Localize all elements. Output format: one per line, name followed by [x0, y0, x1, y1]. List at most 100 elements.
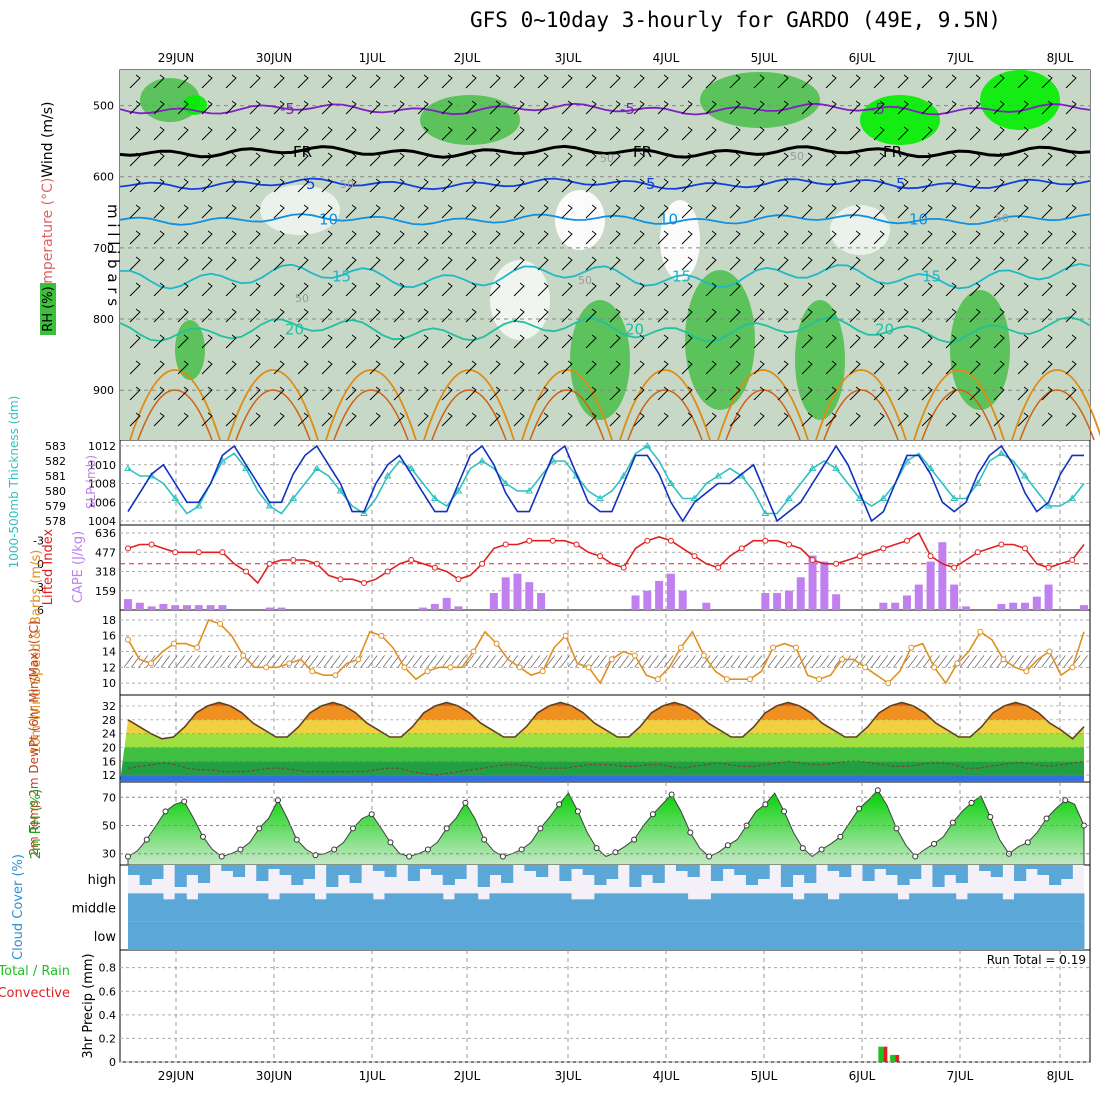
wind-barb	[523, 655, 533, 668]
wind-barb	[897, 178, 909, 193]
wind-barb	[729, 204, 741, 219]
wind-speed-line-point	[171, 640, 178, 647]
cape-bar	[832, 594, 841, 610]
precip-tick-label: 0	[109, 1056, 116, 1069]
wind-barb	[801, 100, 813, 115]
cloud-high	[477, 865, 490, 887]
wind-barb	[177, 308, 189, 323]
cloud-high	[827, 865, 840, 871]
wind-barb	[345, 386, 357, 401]
wind-barb	[489, 334, 501, 349]
wind-barb	[745, 655, 755, 668]
wind-barb	[297, 334, 309, 349]
isotherm-label: 15	[922, 267, 941, 285]
wind-barb	[993, 412, 1005, 427]
wind-barb	[1041, 308, 1053, 323]
wind-barb	[129, 126, 141, 141]
wind-barb	[921, 74, 933, 89]
cloud-low	[897, 921, 910, 950]
wind-barb	[177, 178, 189, 193]
cloud-middle	[699, 899, 712, 922]
wind-barb	[417, 308, 429, 323]
wind-barb	[1041, 178, 1053, 193]
cape-bar	[124, 599, 132, 610]
wind-barb	[649, 655, 659, 668]
rh-axis-label: 2m RH (%)	[29, 789, 44, 860]
cloud-middle	[722, 893, 735, 922]
cloud-middle	[466, 893, 479, 922]
cloud-low	[652, 921, 665, 950]
wind-barb	[201, 308, 213, 323]
cloud-high	[221, 865, 234, 871]
wind-barb	[201, 178, 213, 193]
wind-barb	[297, 74, 309, 89]
wind-barb	[513, 100, 525, 115]
wind-barb	[201, 412, 213, 427]
wind-barb	[345, 256, 357, 271]
wind-barb	[129, 256, 141, 271]
date-label-top: 4JUL	[653, 51, 680, 65]
cape-bar	[265, 607, 274, 610]
pressure-tick-label: 900	[93, 384, 114, 397]
cloud-middle	[162, 899, 176, 922]
date-label-bottom: 6JUL	[849, 1069, 876, 1083]
wind-barb	[513, 412, 525, 427]
wind-barb	[897, 204, 909, 219]
wind-barb	[273, 126, 285, 141]
rh-legend: RH (%)	[41, 286, 56, 331]
wind-barb	[897, 256, 909, 271]
wind-speed-line-point	[931, 664, 938, 671]
isotherm-label: 20	[875, 321, 894, 339]
wind-barb	[993, 100, 1005, 115]
wind-barb	[441, 126, 453, 141]
date-label-top: 2JUL	[454, 51, 481, 65]
rh-contour-area	[980, 70, 1060, 130]
wind-barb	[801, 386, 813, 401]
wind-barb	[1017, 412, 1029, 427]
cape-bar	[218, 605, 227, 610]
cloud-middle	[396, 893, 409, 922]
lifted-index-line-point	[1045, 564, 1052, 571]
wind-barb	[705, 334, 717, 349]
cloud-low	[162, 921, 176, 950]
wind-barb	[609, 74, 621, 89]
lifted-index-line-point	[762, 537, 769, 544]
wind-barb	[129, 230, 141, 245]
cloud-low	[244, 921, 257, 950]
cloud-high	[501, 865, 514, 883]
wind-barb	[369, 126, 381, 141]
wind-barb	[1041, 100, 1053, 115]
wind-barb	[293, 655, 304, 668]
wind-barb	[249, 204, 261, 219]
wind-barb	[129, 152, 141, 167]
wind-barb	[921, 386, 933, 401]
wind-barb	[729, 308, 741, 323]
wind-barb	[777, 282, 789, 297]
date-label-top: 1JUL	[359, 51, 386, 65]
cloud-high	[256, 865, 269, 881]
wind-barb	[369, 152, 381, 167]
cloud-low	[594, 921, 607, 950]
wind-barb	[561, 282, 573, 297]
wind-barb	[753, 282, 765, 297]
wind-barb	[945, 308, 957, 323]
cloud-low	[932, 921, 945, 950]
wind-legend: Wind (m/s)	[40, 101, 56, 177]
cloud-middle	[384, 893, 397, 922]
wind-barb	[412, 655, 422, 668]
wind-barb	[633, 386, 645, 401]
rh-point	[799, 845, 806, 852]
wind-barb	[297, 412, 309, 427]
isotherm-line	[921, 389, 997, 441]
wind-barb	[993, 204, 1005, 219]
wind-barb	[249, 308, 261, 323]
cloud-low	[629, 921, 642, 950]
wind-barb	[256, 655, 267, 668]
wind-barb	[441, 282, 453, 297]
wind-barb	[1017, 152, 1029, 167]
cloud-middle	[664, 893, 677, 922]
wind-barb	[441, 152, 453, 167]
wind-barb	[777, 204, 789, 219]
wind-barb	[945, 282, 957, 297]
